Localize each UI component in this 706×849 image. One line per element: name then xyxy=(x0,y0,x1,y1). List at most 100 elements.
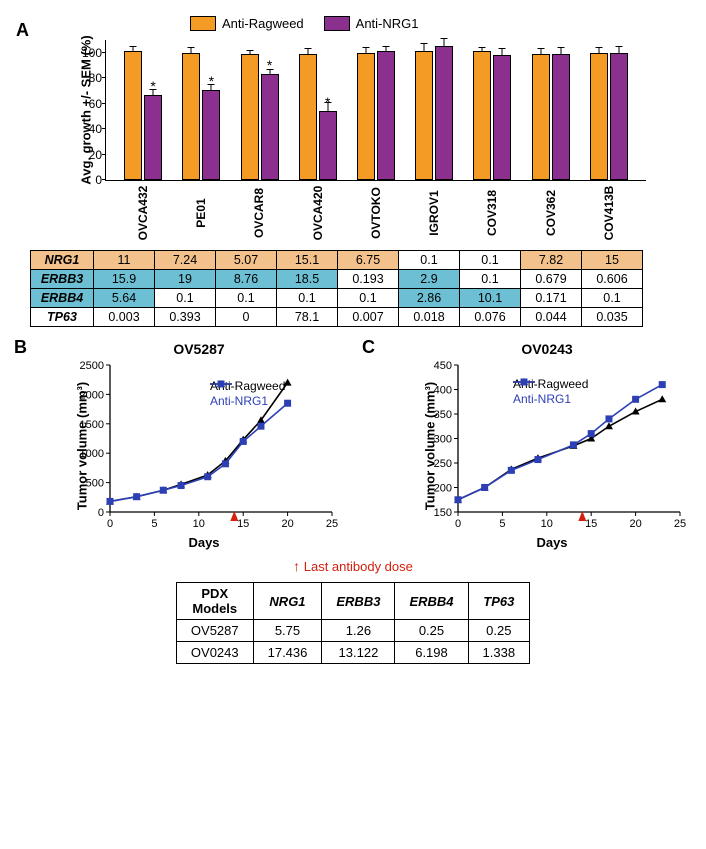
svg-text:1000: 1000 xyxy=(80,448,104,460)
bar: * xyxy=(319,111,337,180)
bar-group xyxy=(347,51,405,180)
pdx-header-cell: NRG1 xyxy=(253,583,322,620)
svg-text:20: 20 xyxy=(281,518,293,530)
up-arrow-icon: ↑ xyxy=(293,558,300,574)
bar-xlabel: OVTOKO xyxy=(369,184,383,242)
svg-text:0: 0 xyxy=(107,518,113,530)
table-row: TP630.0030.393078.10.0070.0180.0760.0440… xyxy=(31,308,643,327)
bar xyxy=(241,54,259,180)
svg-text:15: 15 xyxy=(237,518,249,530)
bar-chart: Anti-RagweedAnti-NRG1 Avg. growth +/- SE… xyxy=(70,20,680,250)
last-dose-annotation: ↑ Last antibody dose xyxy=(10,558,696,574)
svg-text:0: 0 xyxy=(98,507,104,519)
bars-wrap: * * * * xyxy=(106,40,646,180)
bar: * xyxy=(202,90,220,180)
panel-b-plot: 0 500 1000 1500 2000 2500 0 5 10 15 20 25 Anti-Ragwe… xyxy=(70,357,340,537)
panel-b: B OV5287 Tumor volume (mm³) 050010001500… xyxy=(10,341,348,550)
last-dose-text: Last antibody dose xyxy=(304,559,413,574)
bar-xlabel: IGROV1 xyxy=(427,184,441,242)
panel-c-label: C xyxy=(362,337,375,358)
svg-text:25: 25 xyxy=(326,518,338,530)
svg-text:450: 450 xyxy=(434,360,452,372)
pdx-header-cell: PDXModels xyxy=(176,583,253,620)
bar-xlabels: OVCA432PE01OVCAR8OVCA420OVTOKOIGROV1COV3… xyxy=(106,180,646,194)
pdx-header-row: PDXModelsNRG1ERBB3ERBB4TP63 xyxy=(176,583,529,620)
pdx-table-body: OV52875.751.260.250.25OV024317.43613.122… xyxy=(176,620,529,664)
bar-group: * xyxy=(289,54,347,180)
bar xyxy=(182,53,200,180)
bar: * xyxy=(261,74,279,180)
bar xyxy=(299,54,317,180)
panels-bc-row: B OV5287 Tumor volume (mm³) 050010001500… xyxy=(10,341,696,550)
bar-group: * xyxy=(230,54,288,180)
svg-text:15: 15 xyxy=(585,518,597,530)
pdx-header-cell: TP63 xyxy=(468,583,530,620)
table-row: OV024317.43613.1226.1981.338 xyxy=(176,642,529,664)
bar xyxy=(473,51,491,180)
line-legend: Anti-RagweedAnti-NRG1 xyxy=(210,379,285,409)
bar-xlabel: OVCA420 xyxy=(311,184,325,242)
table-row: ERBB315.9198.7618.50.1932.90.10.6790.606 xyxy=(31,270,643,289)
bar xyxy=(493,55,511,180)
bar-xlabel: OVCA432 xyxy=(136,184,150,242)
panel-c-title: OV0243 xyxy=(398,341,696,357)
svg-text:1500: 1500 xyxy=(80,419,104,431)
bar-group: * xyxy=(172,53,230,180)
bar xyxy=(532,54,550,180)
bar-xlabel: COV413B xyxy=(602,184,616,242)
bar xyxy=(610,53,628,180)
pdx-table: PDXModelsNRG1ERBB3ERBB4TP63 OV52875.751.… xyxy=(176,582,530,664)
bar xyxy=(377,51,395,180)
bar-xlabel: OVCAR8 xyxy=(253,184,267,242)
svg-text:5: 5 xyxy=(151,518,157,530)
svg-text:25: 25 xyxy=(674,518,686,530)
bar xyxy=(415,51,433,180)
bar-group xyxy=(580,53,638,180)
legend-item: Anti-NRG1 xyxy=(324,16,419,31)
expression-table-body: NRG1117.245.0715.16.750.10.17.8215ERBB31… xyxy=(31,251,643,327)
svg-text:250: 250 xyxy=(434,458,452,470)
table-row: OV52875.751.260.250.25 xyxy=(176,620,529,642)
bar xyxy=(357,53,375,180)
bar-xlabel: PE01 xyxy=(194,184,208,242)
svg-text:2000: 2000 xyxy=(80,389,104,401)
bar: * xyxy=(144,95,162,180)
panel-c: C OV0243 Tumor volume (mm³) 150200250300… xyxy=(358,341,696,550)
panel-a: A Anti-RagweedAnti-NRG1 Avg. growth +/- … xyxy=(10,20,696,327)
panel-b-title: OV5287 xyxy=(50,341,348,357)
svg-text:200: 200 xyxy=(434,483,452,495)
bar xyxy=(590,53,608,180)
svg-text:2500: 2500 xyxy=(80,360,104,372)
legend-item: Anti-Ragweed xyxy=(190,16,304,31)
bar-group: * xyxy=(114,51,172,180)
bar-group xyxy=(405,46,463,180)
panel-c-xlabel: Days xyxy=(408,535,696,550)
bar xyxy=(552,54,570,180)
bar-plot-area: Avg. growth +/- SEM (%) **** OVCA432PE01… xyxy=(105,40,646,181)
panel-b-label: B xyxy=(14,337,27,358)
panel-c-plot: 150 200 250 300 350 400 450 0 5 10 15 20 25 Anti-Ragw… xyxy=(418,357,688,537)
svg-text:10: 10 xyxy=(193,518,205,530)
svg-text:400: 400 xyxy=(434,385,452,397)
svg-text:150: 150 xyxy=(434,507,452,519)
bar-xlabel: COV318 xyxy=(485,184,499,242)
svg-text:300: 300 xyxy=(434,434,452,446)
svg-text:350: 350 xyxy=(434,409,452,421)
svg-text:10: 10 xyxy=(541,518,553,530)
line-legend: Anti-RagweedAnti-NRG1 xyxy=(513,377,588,407)
bar-group xyxy=(463,51,521,180)
pdx-header-cell: ERBB4 xyxy=(395,583,468,620)
table-row: ERBB45.640.10.10.10.12.8610.10.1710.1 xyxy=(31,289,643,308)
svg-text:0: 0 xyxy=(455,518,461,530)
bar-xlabel: COV362 xyxy=(544,184,558,242)
pdx-header-cell: ERBB3 xyxy=(322,583,395,620)
expression-table: NRG1117.245.0715.16.750.10.17.8215ERBB31… xyxy=(30,250,643,327)
bar-legend: Anti-Ragweed Anti-NRG1 xyxy=(190,16,419,31)
panel-a-label: A xyxy=(16,20,29,41)
bar xyxy=(435,46,453,180)
panel-b-xlabel: Days xyxy=(60,535,348,550)
svg-text:500: 500 xyxy=(86,478,104,490)
bar-group xyxy=(522,54,580,180)
svg-text:20: 20 xyxy=(629,518,641,530)
svg-text:5: 5 xyxy=(499,518,505,530)
